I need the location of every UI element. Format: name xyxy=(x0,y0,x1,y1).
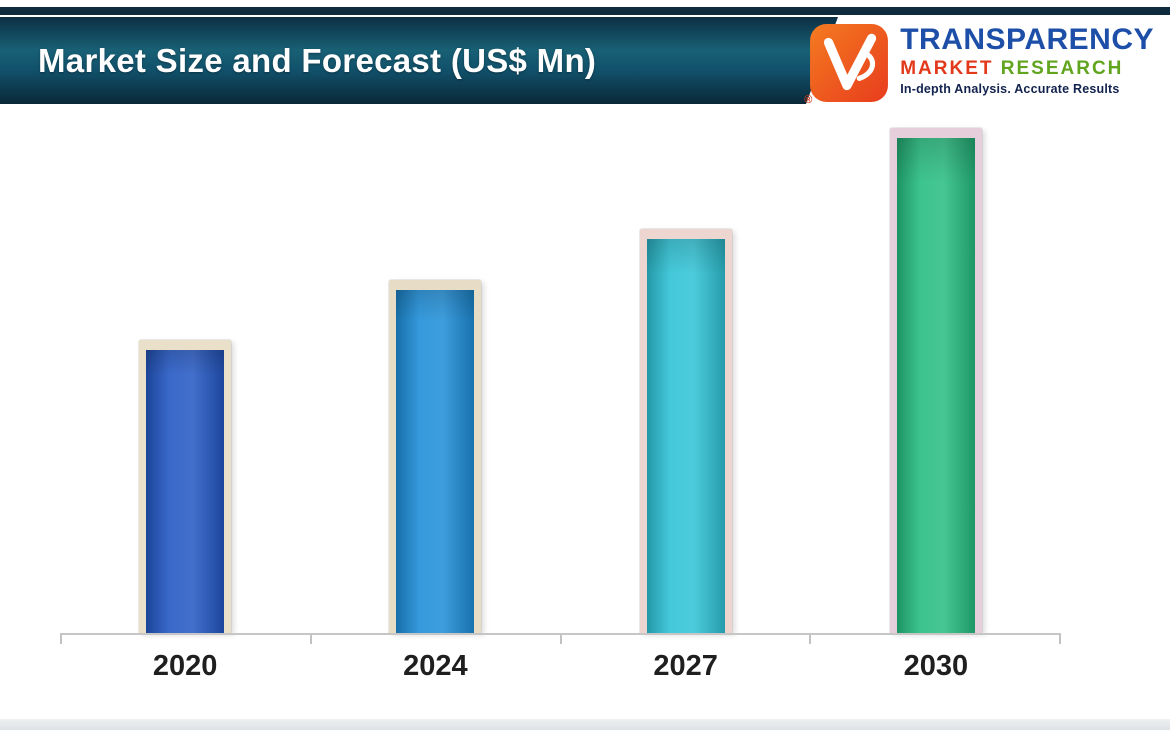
tmr-logo-text: TRANSPARENCY MARKET RESEARCH In-depth An… xyxy=(900,22,1154,96)
bottom-accent-strip xyxy=(0,719,1170,730)
tmr-logo-icon-wrap: ® xyxy=(804,22,890,106)
top-accent-strip xyxy=(0,7,1170,15)
logo-word-research: RESEARCH xyxy=(1000,57,1124,79)
x-axis-labels: 2020 2024 2027 2030 xyxy=(60,650,1061,683)
chart-title: Market Size and Forecast (US$ Mn) xyxy=(38,41,597,79)
logo-name: TRANSPARENCY xyxy=(900,23,1154,56)
x-axis-tick xyxy=(309,635,312,644)
x-axis-tick xyxy=(60,635,62,644)
bar-fill-2020 xyxy=(146,350,225,633)
x-axis-label-2020: 2020 xyxy=(152,650,218,682)
x-axis-tick xyxy=(809,635,812,644)
logo-word-market: MARKET xyxy=(900,57,994,79)
bar-2027 xyxy=(639,229,732,633)
bar-slot-2027 xyxy=(561,128,811,633)
logo-subname: MARKET RESEARCH xyxy=(900,57,1154,79)
bar-fill-2024 xyxy=(396,289,475,633)
x-axis-label-2027: 2027 xyxy=(653,650,718,682)
bar-2020 xyxy=(139,340,232,633)
tmr-logo: ® TRANSPARENCY MARKET RESEARCH In-depth … xyxy=(804,22,1154,106)
bar-2030 xyxy=(889,128,982,633)
tmr-v-checkmark-icon xyxy=(810,24,889,102)
registered-trademark-symbol: ® xyxy=(804,94,813,106)
bar-fill-2030 xyxy=(896,138,975,633)
bar-slot-2030 xyxy=(811,128,1061,633)
x-axis-label-2024: 2024 xyxy=(403,650,468,682)
bar-fill-2027 xyxy=(646,239,725,633)
x-axis-tick xyxy=(559,635,562,644)
logo-tagline: In-depth Analysis. Accurate Results xyxy=(900,82,1120,97)
x-axis-line xyxy=(60,633,1061,635)
plot-area xyxy=(60,128,1061,633)
x-axis-label-2030: 2030 xyxy=(903,650,969,682)
x-axis-ticks xyxy=(60,635,1061,644)
bar-2024 xyxy=(389,279,482,633)
x-axis-tick xyxy=(1059,635,1061,644)
title-banner: Market Size and Forecast (US$ Mn) xyxy=(0,17,838,104)
bar-slot-2024 xyxy=(310,128,560,633)
bar-slot-2020 xyxy=(60,128,310,633)
